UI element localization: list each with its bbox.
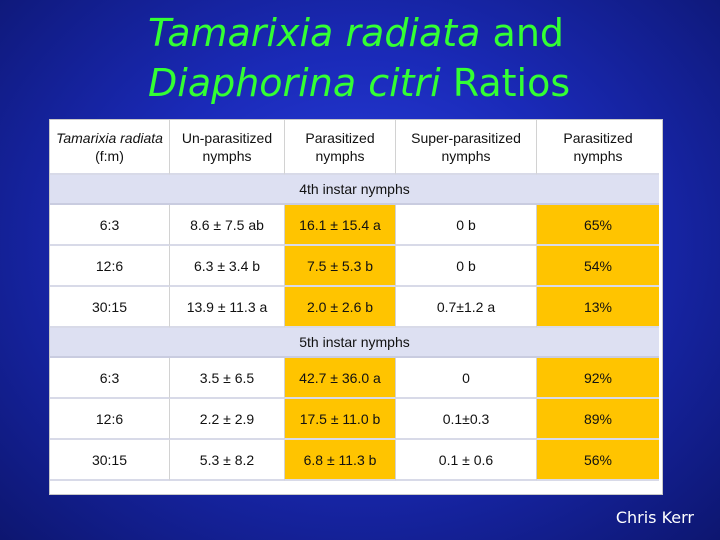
table-cell: 6.3 ± 3.4 b — [170, 246, 285, 287]
title-line-1: Tamarixia radiata and — [148, 8, 708, 58]
table-cell: 6:3 — [50, 358, 170, 399]
table-cell-highlight: 2.0 ± 2.6 b — [285, 287, 396, 328]
header-ratio: Tamarixia radiata (f:m) — [50, 120, 170, 175]
table-cell: 13.9 ± 11.3 a — [170, 287, 285, 328]
table-cell: 0 — [396, 358, 537, 399]
header-ratio-suffix: (f:m) — [95, 147, 124, 164]
table-cell: 0.1±0.3 — [396, 399, 537, 440]
table-cell: 30:15 — [50, 440, 170, 481]
table-cell-highlight: 92% — [537, 358, 659, 399]
table-cell-highlight: 13% — [537, 287, 659, 328]
table-cell: 0 b — [396, 246, 537, 287]
table-cell: 2.2 ± 2.9 — [170, 399, 285, 440]
ratio-table: Tamarixia radiata (f:m) Un-parasitized n… — [49, 119, 663, 495]
header-parasitized: Parasitized nymphs — [285, 120, 396, 175]
section-label-4th-instar: 4th instar nymphs — [50, 175, 659, 205]
header-superparasitized: Super-parasitized nymphs — [396, 120, 537, 175]
table-cell-highlight: 42.7 ± 36.0 a — [285, 358, 396, 399]
table-cell-highlight: 56% — [537, 440, 659, 481]
author-credit: Chris Kerr — [615, 508, 694, 527]
table-cell-highlight: 89% — [537, 399, 659, 440]
header-parasitized-percent: Parasitized nymphs — [537, 120, 659, 175]
table-cell: 8.6 ± 7.5 ab — [170, 205, 285, 246]
title-and: and — [480, 11, 565, 55]
slide-title: Tamarixia radiata and Diaphorina citri R… — [148, 8, 708, 108]
table-cell: 30:15 — [50, 287, 170, 328]
header-unparasitized: Un-parasitized nymphs — [170, 120, 285, 175]
table-cell-highlight: 7.5 ± 5.3 b — [285, 246, 396, 287]
table-cell: 12:6 — [50, 246, 170, 287]
title-species-2: Diaphorina citri — [148, 61, 441, 105]
table-cell-highlight: 54% — [537, 246, 659, 287]
section-label-5th-instar: 5th instar nymphs — [50, 328, 659, 358]
title-species-1: Tamarixia radiata — [148, 11, 481, 55]
table-cell: 12:6 — [50, 399, 170, 440]
table-cell: 0 b — [396, 205, 537, 246]
table-cell: 0.7±1.2 a — [396, 287, 537, 328]
table-cell-highlight: 6.8 ± 11.3 b — [285, 440, 396, 481]
table-cell: 3.5 ± 6.5 — [170, 358, 285, 399]
table-cell: 0.1 ± 0.6 — [396, 440, 537, 481]
title-ratios: Ratios — [440, 61, 571, 105]
table-cell-highlight: 17.5 ± 11.0 b — [285, 399, 396, 440]
title-line-2: Diaphorina citri Ratios — [148, 58, 708, 108]
table-cell: 6:3 — [50, 205, 170, 246]
table-cell-highlight: 16.1 ± 15.4 a — [285, 205, 396, 246]
header-ratio-species: Tamarixia radiata — [56, 129, 163, 146]
table-cell-highlight: 65% — [537, 205, 659, 246]
table-cell: 5.3 ± 8.2 — [170, 440, 285, 481]
